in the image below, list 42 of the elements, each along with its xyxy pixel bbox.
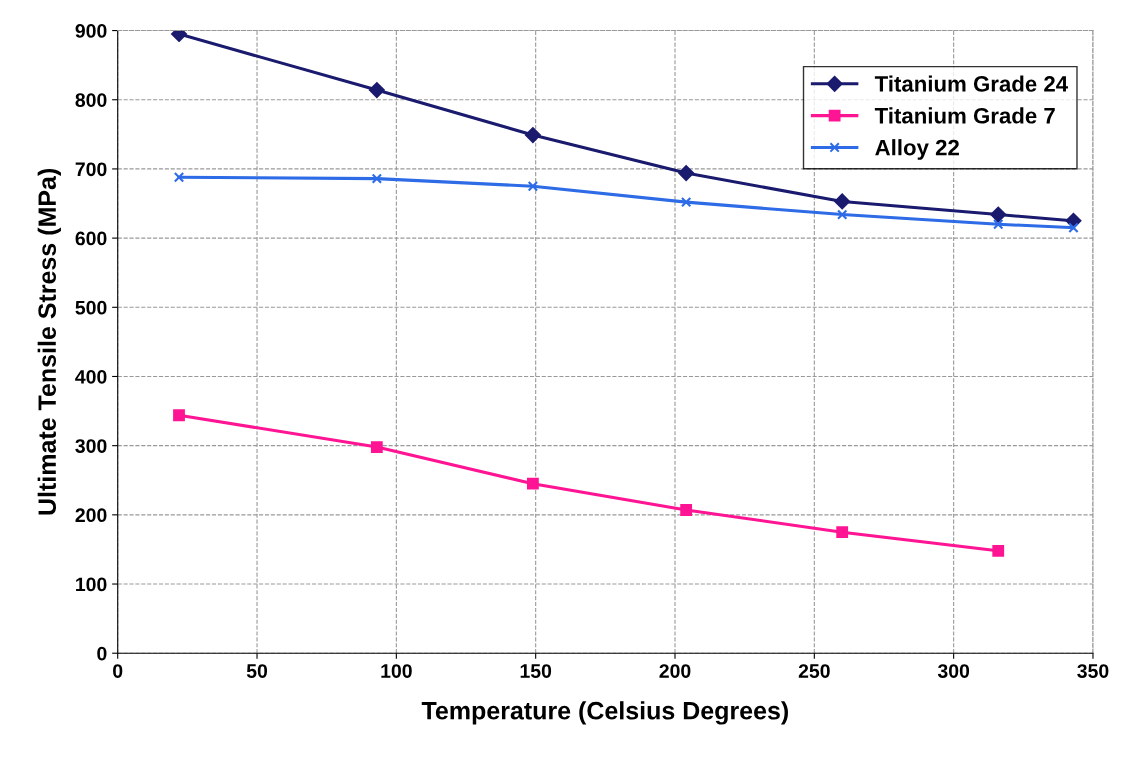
x-tick-label: 150 (520, 664, 552, 678)
x-tick-label: 0 (113, 664, 123, 678)
point (173, 409, 185, 422)
y-tick-label: 400 (75, 369, 107, 384)
point (993, 219, 1004, 230)
point (836, 209, 848, 220)
point (370, 441, 383, 453)
point (1068, 222, 1079, 233)
x-axis-title: Temperature (Celsius Degrees) (421, 701, 788, 725)
point (990, 206, 1007, 223)
y-tick-label: 100 (76, 577, 107, 592)
x-tick-label: 50 (246, 664, 268, 678)
y-tick-label: 0 (97, 646, 107, 661)
y-axis-title: Ultimate Tensile Stress (MPa) (37, 168, 61, 515)
y-tick-label: 700 (75, 162, 107, 177)
y-tick-label: 900 (75, 24, 107, 38)
point (680, 504, 693, 516)
legend-label: Titanium Grade 7 (874, 107, 1055, 124)
x-tick-label: 100 (381, 664, 412, 678)
legend-label: Titanium Grade 24 (874, 75, 1068, 92)
point (680, 196, 692, 208)
y-tick-label: 200 (75, 508, 107, 523)
point (368, 82, 385, 98)
y-tick-label: 800 (75, 93, 107, 107)
y-tick-label: 600 (75, 231, 107, 246)
point (527, 181, 539, 192)
point (992, 544, 1005, 557)
y-tick-label: 300 (75, 439, 107, 453)
point (371, 173, 383, 184)
point (678, 165, 695, 181)
legend-label: Alloy 22 (875, 139, 959, 160)
point (834, 193, 851, 210)
x-tick-label: 300 (937, 664, 970, 678)
point (524, 127, 541, 143)
y-tick-label: 500 (75, 300, 107, 315)
point (173, 172, 185, 183)
point (836, 526, 849, 539)
x-tick-label: 200 (659, 664, 691, 678)
point (171, 30, 187, 42)
x-tick-label: 350 (1077, 664, 1109, 678)
x-tick-label: 250 (798, 664, 830, 678)
point (526, 477, 539, 490)
